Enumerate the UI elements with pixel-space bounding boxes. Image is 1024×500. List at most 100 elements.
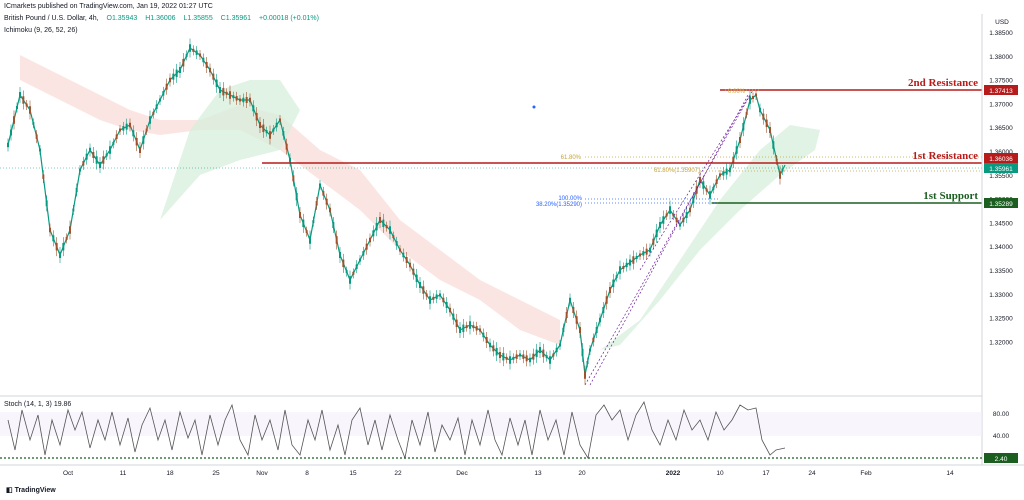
fib-trend-line xyxy=(584,89,754,386)
candle-body xyxy=(85,153,88,160)
stoch-axis[interactable]: 80.00 40.00 xyxy=(993,411,1010,440)
ichimoku-cloud-bullish xyxy=(160,80,300,220)
symbol-legend[interactable]: British Pound / U.S. Dollar, 4h, O1.3594… xyxy=(4,15,319,22)
symbol-title: British Pound / U.S. Dollar, 4h, xyxy=(4,15,99,22)
candle-body xyxy=(665,213,668,217)
ichimoku-legend[interactable]: Ichimoku (9, 26, 52, 26) xyxy=(4,27,78,34)
support1-badge xyxy=(984,198,1018,208)
candle-body xyxy=(452,313,455,320)
candle-body xyxy=(422,286,425,294)
candle-body xyxy=(175,69,178,78)
brand-text: TradingView xyxy=(14,487,56,494)
candle-body xyxy=(625,262,628,268)
candle-body xyxy=(89,147,91,153)
fib-trend-line-3 xyxy=(639,94,751,271)
candle-body xyxy=(7,142,9,148)
candle-body xyxy=(149,116,151,124)
candle-body xyxy=(739,137,741,143)
candle-body xyxy=(225,91,228,95)
candle-body xyxy=(722,171,725,176)
candle-body xyxy=(732,157,735,163)
candle-body xyxy=(499,352,501,358)
candle-body xyxy=(342,259,345,268)
candle-body xyxy=(595,327,598,333)
price-axis[interactable]: 1.38500 1.38000 1.37500 1.37000 1.36500 1.360… xyxy=(989,30,1013,346)
support1-label: 1st Support xyxy=(923,190,978,202)
candle-body xyxy=(272,128,275,132)
candle-body xyxy=(392,235,395,239)
candle-body xyxy=(45,200,48,207)
candle-body xyxy=(655,229,658,238)
candle-body xyxy=(242,97,245,103)
candle-body xyxy=(325,198,328,205)
candle-body xyxy=(525,355,528,362)
candle-body xyxy=(492,345,495,352)
candle-body xyxy=(445,302,448,308)
candle-body xyxy=(712,186,715,190)
candle-body xyxy=(679,223,681,227)
candle-body xyxy=(502,352,505,361)
candle-body xyxy=(639,253,641,257)
candle-body xyxy=(575,316,578,324)
candle-body xyxy=(235,96,238,101)
candle-body xyxy=(555,347,558,353)
tradingview-icon: ◧ xyxy=(6,487,15,494)
candle-body xyxy=(362,251,365,256)
candle-body xyxy=(122,126,125,131)
time-tick: 17 xyxy=(762,470,770,477)
candle-body xyxy=(709,191,711,199)
candle-body xyxy=(429,296,431,304)
candle-body xyxy=(522,354,525,359)
candle-body xyxy=(249,97,251,103)
candle-body xyxy=(472,325,475,329)
candle-body xyxy=(462,324,465,333)
time-tick: Feb xyxy=(860,470,872,477)
candle-body xyxy=(305,230,308,234)
candle-body xyxy=(192,48,195,52)
candle-body xyxy=(572,307,575,313)
fib-618-label: 61.80% xyxy=(561,155,582,161)
candle-body xyxy=(645,248,648,255)
candle-body xyxy=(779,171,781,179)
candle-body xyxy=(552,353,555,357)
candle-body xyxy=(435,294,438,299)
candle-body xyxy=(695,186,698,194)
resistance2-label: 2nd Resistance xyxy=(908,77,978,89)
candle-body xyxy=(42,174,45,179)
stoch-legend[interactable]: Stoch (14, 1, 3) 19.86 xyxy=(4,401,71,408)
time-tick: Oct xyxy=(63,470,73,477)
candle-body xyxy=(129,122,131,128)
time-tick: 22 xyxy=(394,470,402,477)
candle-body xyxy=(702,181,705,189)
candle-body xyxy=(442,297,445,303)
currency-label: USD xyxy=(995,19,1009,26)
candle-body xyxy=(112,141,115,145)
time-axis[interactable]: Oct 11 18 25 Nov 8 15 22 Dec 13 20 2022 10 17 24 Feb 14 xyxy=(63,470,954,477)
candle-body xyxy=(759,107,761,113)
tradingview-logo[interactable]: ◧ TradingView xyxy=(6,486,56,494)
candle-body xyxy=(189,44,191,52)
candle-body xyxy=(769,127,771,133)
candle-body xyxy=(252,105,255,112)
candle-body xyxy=(319,183,321,187)
candle-body xyxy=(385,225,388,229)
candle-body xyxy=(382,219,385,228)
time-tick: Dec xyxy=(456,470,468,477)
price-tick: 1.33500 xyxy=(989,268,1013,275)
candle-body xyxy=(132,130,135,137)
candle-body xyxy=(755,93,757,97)
candle-body xyxy=(372,230,375,237)
candle-body xyxy=(425,293,428,297)
candle-body xyxy=(699,177,701,183)
candle-body xyxy=(79,168,81,172)
candle-body xyxy=(135,137,138,146)
candle-body xyxy=(379,217,381,223)
candle-body xyxy=(259,122,261,128)
candle-body xyxy=(209,67,211,73)
candle-body xyxy=(212,73,215,80)
publisher-text: ICmarkets published on TradingView.com, … xyxy=(4,3,213,10)
candle-body xyxy=(629,259,631,266)
candle-body xyxy=(465,325,468,329)
candle-body xyxy=(349,276,351,284)
